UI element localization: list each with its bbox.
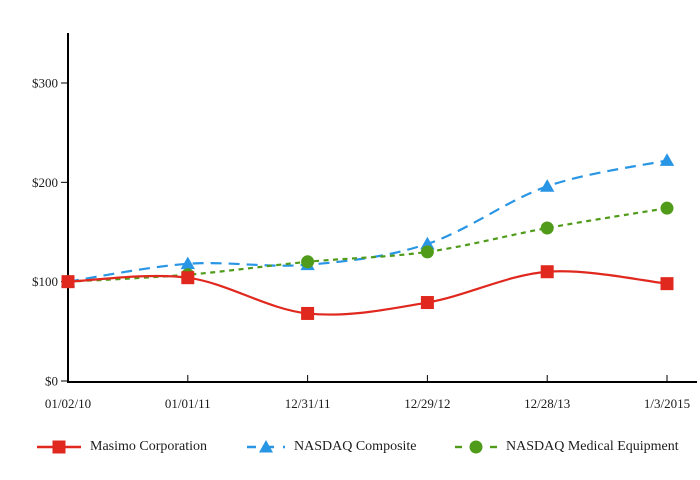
data-point-square-marker: [420, 296, 434, 310]
series-line-nasdaq-medical-equipment: [67, 207, 668, 283]
data-point-triangle-marker: [180, 256, 195, 270]
data-point-triangle-marker: [420, 236, 435, 250]
legend-item-masimo-corporation: Masimo Corporation: [37, 439, 207, 455]
y-axis-tick-label: $0: [45, 374, 58, 389]
x-axis-tick-label: 1/3/2015: [644, 396, 690, 411]
legend-label-nasdaq-composite: NASDAQ Composite: [294, 439, 417, 454]
data-point-triangle-marker: [540, 179, 555, 192]
data-point-circle-marker: [420, 245, 434, 259]
x-axis-tick-label: 12/29/12: [404, 396, 450, 411]
legend-item-nasdaq-medical-equipment: NASDAQ Medical Equipment: [455, 439, 679, 455]
x-axis-tick-label: 12/31/11: [285, 396, 331, 411]
legend-label-nasdaq-medical-equipment: NASDAQ Medical Equipment: [506, 439, 679, 454]
data-point-square-marker: [61, 275, 75, 289]
data-point-circle-marker: [660, 201, 674, 215]
legend-circle-marker-icon: [455, 440, 497, 454]
legend-square-marker-icon: [37, 440, 81, 454]
data-point-square-marker: [660, 277, 674, 291]
legend-label-masimo-corporation: Masimo Corporation: [90, 439, 208, 454]
x-axis-tick-label: 12/28/13: [524, 396, 570, 411]
y-axis-tick-label: $300: [32, 76, 58, 91]
data-point-square-marker: [301, 306, 315, 320]
legend-item-nasdaq-composite: NASDAQ Composite: [247, 439, 417, 455]
data-point-circle-marker: [301, 255, 315, 269]
y-axis-tick-label: $200: [32, 175, 58, 190]
legend-square-icon: [52, 440, 66, 454]
legend-triangle-marker-icon: [247, 440, 285, 453]
data-point-triangle-marker: [659, 153, 675, 166]
data-point-square-marker: [181, 271, 195, 285]
series-line-nasdaq-composite: [67, 159, 668, 283]
x-axis-tick-label: 01/01/11: [165, 396, 211, 411]
legend-triangle-icon: [259, 440, 273, 453]
y-axis-tick-label: $100: [32, 274, 58, 289]
legend-circle-icon: [469, 440, 483, 454]
data-point-circle-marker: [540, 221, 554, 235]
chart-legend: Masimo Corporation NASDAQ Composite NASD…: [0, 0, 700, 454]
x-axis-tick-label: 01/02/10: [45, 396, 91, 411]
data-point-square-marker: [540, 265, 554, 279]
